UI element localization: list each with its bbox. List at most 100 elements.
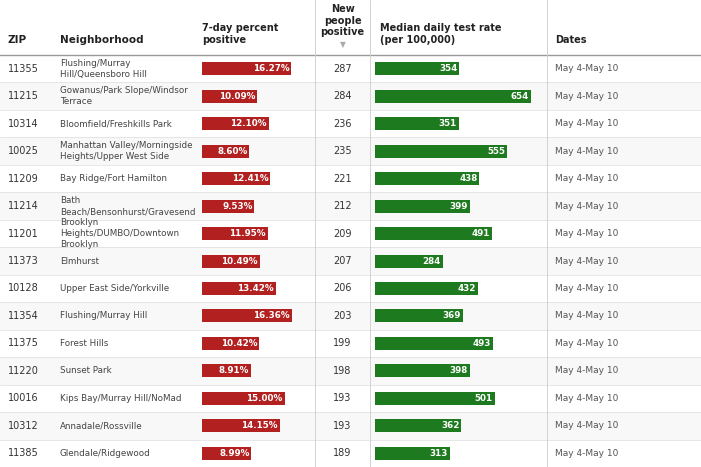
Text: 12.41%: 12.41% [231, 174, 268, 183]
Text: 438: 438 [459, 174, 477, 183]
Text: 11220: 11220 [8, 366, 39, 376]
Text: 287: 287 [333, 64, 352, 74]
Text: 236: 236 [333, 119, 352, 129]
Text: May 4-May 10: May 4-May 10 [555, 394, 618, 403]
Text: 11214: 11214 [8, 201, 39, 211]
Text: 203: 203 [333, 311, 352, 321]
Text: 398: 398 [450, 367, 468, 375]
Bar [375, 199, 470, 212]
Text: 362: 362 [441, 421, 459, 430]
Bar [202, 90, 257, 103]
Text: 11375: 11375 [8, 339, 39, 348]
Text: Flushing/Murray Hill: Flushing/Murray Hill [60, 311, 147, 320]
Bar [0, 165, 701, 192]
Text: 13.42%: 13.42% [237, 284, 274, 293]
Bar [202, 447, 252, 460]
Text: 14.15%: 14.15% [241, 421, 278, 430]
Text: Elmhurst: Elmhurst [60, 256, 99, 266]
Bar [202, 392, 285, 405]
Bar [0, 247, 701, 275]
Text: May 4-May 10: May 4-May 10 [555, 256, 618, 266]
Bar [202, 199, 254, 212]
Text: May 4-May 10: May 4-May 10 [555, 421, 618, 430]
Bar [375, 62, 459, 75]
Bar [0, 110, 701, 137]
Text: Upper East Side/Yorkville: Upper East Side/Yorkville [60, 284, 169, 293]
Bar [375, 255, 443, 268]
Bar [0, 83, 701, 110]
Text: 16.27%: 16.27% [253, 64, 290, 73]
Text: 8.99%: 8.99% [219, 449, 250, 458]
Text: ZIP: ZIP [8, 35, 27, 45]
Text: Forest Hills: Forest Hills [60, 339, 109, 348]
Text: 8.91%: 8.91% [219, 367, 249, 375]
Text: 284: 284 [423, 256, 441, 266]
Text: 11354: 11354 [8, 311, 39, 321]
Text: 10.49%: 10.49% [222, 256, 258, 266]
Text: Brooklyn
Heights/DUMBO/Downtown
Brooklyn: Brooklyn Heights/DUMBO/Downtown Brooklyn [60, 218, 179, 249]
Text: 193: 193 [333, 393, 352, 403]
Bar [0, 439, 701, 467]
Bar [375, 117, 458, 130]
Bar [202, 337, 259, 350]
Text: 11373: 11373 [8, 256, 39, 266]
Text: 11201: 11201 [8, 228, 39, 239]
Text: Bath
Beach/Bensonhurst/Gravesend: Bath Beach/Bensonhurst/Gravesend [60, 196, 196, 216]
Bar [0, 137, 701, 165]
Bar [0, 275, 701, 302]
Text: 313: 313 [429, 449, 448, 458]
Text: May 4-May 10: May 4-May 10 [555, 367, 618, 375]
Text: May 4-May 10: May 4-May 10 [555, 449, 618, 458]
Text: 193: 193 [333, 421, 352, 431]
Text: 199: 199 [333, 339, 352, 348]
Bar [375, 145, 508, 158]
Text: Median daily test rate
(per 100,000): Median daily test rate (per 100,000) [380, 23, 501, 45]
Bar [202, 282, 275, 295]
Text: Manhattan Valley/Morningside
Heights/Upper West Side: Manhattan Valley/Morningside Heights/Upp… [60, 141, 193, 161]
Text: 8.60%: 8.60% [217, 147, 247, 156]
Text: 10128: 10128 [8, 283, 39, 293]
Text: 7-day percent
positive: 7-day percent positive [202, 23, 278, 45]
Bar [0, 330, 701, 357]
Bar [375, 419, 461, 432]
Text: 432: 432 [458, 284, 476, 293]
Text: May 4-May 10: May 4-May 10 [555, 174, 618, 183]
Bar [375, 90, 531, 103]
Bar [0, 302, 701, 330]
Text: Neighborhood: Neighborhood [60, 35, 144, 45]
Text: New
people
positive: New people positive [320, 4, 365, 37]
Bar [202, 310, 292, 322]
Text: 10.42%: 10.42% [221, 339, 257, 348]
Text: 493: 493 [472, 339, 491, 348]
Text: ▼: ▼ [339, 40, 346, 49]
Text: 10312: 10312 [8, 421, 39, 431]
Text: 354: 354 [440, 64, 458, 73]
Text: 11355: 11355 [8, 64, 39, 74]
Bar [202, 145, 250, 158]
Text: 11.95%: 11.95% [229, 229, 266, 238]
Bar [202, 255, 259, 268]
Text: 235: 235 [333, 146, 352, 156]
Text: 10025: 10025 [8, 146, 39, 156]
Text: May 4-May 10: May 4-May 10 [555, 147, 618, 156]
Bar [0, 192, 701, 220]
Text: 212: 212 [333, 201, 352, 211]
Text: May 4-May 10: May 4-May 10 [555, 284, 618, 293]
Text: Annadale/Rossville: Annadale/Rossville [60, 421, 142, 430]
Text: 284: 284 [333, 91, 352, 101]
Text: 555: 555 [487, 147, 505, 156]
Text: May 4-May 10: May 4-May 10 [555, 229, 618, 238]
Bar [202, 117, 268, 130]
Text: 10016: 10016 [8, 393, 39, 403]
Text: 654: 654 [511, 92, 529, 101]
Bar [202, 62, 292, 75]
Bar [0, 385, 701, 412]
Text: Sunset Park: Sunset Park [60, 367, 111, 375]
Text: 12.10%: 12.10% [230, 119, 266, 128]
Text: 501: 501 [475, 394, 493, 403]
Text: Bay Ridge/Fort Hamilton: Bay Ridge/Fort Hamilton [60, 174, 167, 183]
Text: May 4-May 10: May 4-May 10 [555, 119, 618, 128]
Text: May 4-May 10: May 4-May 10 [555, 339, 618, 348]
Bar [375, 227, 492, 240]
Text: Dates: Dates [555, 35, 587, 45]
